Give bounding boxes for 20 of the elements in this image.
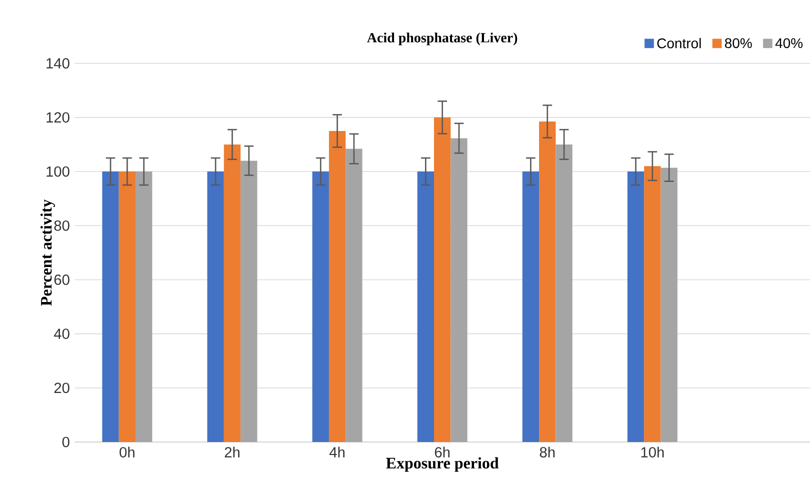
x-tick-label: 8h: [540, 446, 555, 458]
x-axis-title: Exposure period: [386, 457, 499, 472]
x-tick-label: 2h: [224, 446, 240, 458]
legend-label: 40%: [775, 38, 803, 48]
x-tick-label: 0h: [120, 446, 134, 458]
chart-title: Acid phosphatase (Liver): [367, 32, 518, 46]
y-tick-label: 80: [54, 220, 70, 231]
y-tick-label: 140: [46, 58, 70, 69]
y-axis-title: Percent activity: [40, 199, 55, 306]
y-tick-label: 40: [54, 328, 70, 340]
x-tick-label: 10h: [641, 446, 664, 458]
legend-label: Control: [657, 38, 701, 48]
x-tick-label: 6h: [434, 446, 450, 458]
y-tick-label: 120: [46, 112, 70, 123]
y-tick-label: 20: [54, 382, 70, 394]
y-tick-label: 60: [54, 274, 70, 285]
legend-label: 80%: [724, 38, 752, 48]
y-tick-label: 0: [62, 436, 70, 448]
x-tick-label: 4h: [329, 446, 344, 458]
y-tick-label: 100: [46, 166, 70, 177]
